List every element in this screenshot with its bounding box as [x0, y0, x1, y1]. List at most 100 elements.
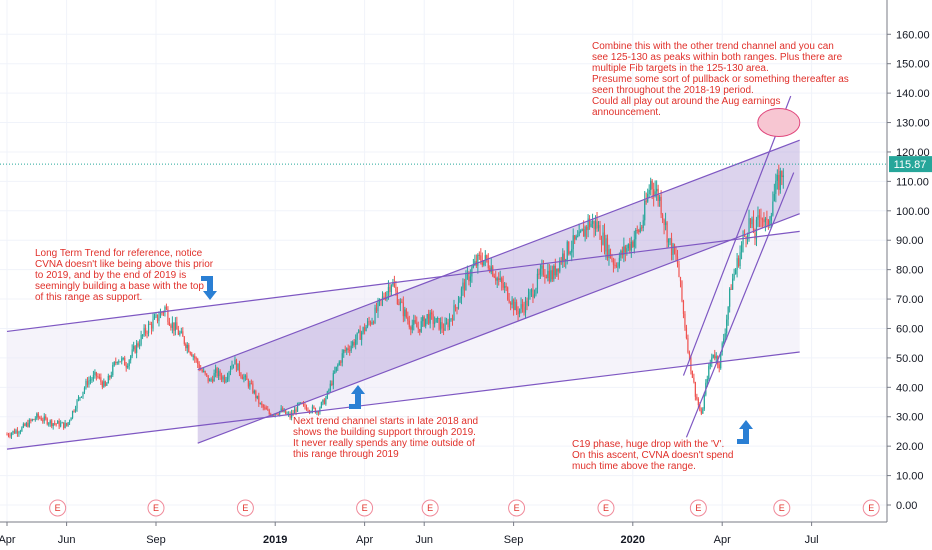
candle-body-169 — [258, 395, 260, 404]
candle-body-144 — [220, 376, 223, 380]
candle-body-273 — [413, 320, 415, 325]
candle-body-295 — [445, 322, 448, 324]
candle-body-163 — [249, 383, 251, 387]
candle-body-418 — [629, 244, 631, 251]
candle-body-239 — [362, 327, 364, 333]
annotation-c19-line-1: On this ascent, CVNA doesn't spend — [572, 450, 733, 461]
candle-body-75 — [118, 361, 120, 363]
candle-body-462 — [694, 382, 696, 397]
candle-body-302 — [456, 307, 458, 309]
candle-body-145 — [222, 376, 224, 380]
candle-body-212 — [322, 399, 324, 403]
candle-body-176 — [268, 410, 270, 415]
candle-body-194 — [295, 409, 297, 412]
candle-body-93 — [144, 327, 147, 333]
candle-body-435 — [654, 191, 656, 196]
candle-body-330 — [498, 278, 500, 281]
annotation-next-trend: Next trend channel starts in late 2018 a… — [293, 416, 478, 460]
candle-body-70 — [110, 375, 112, 378]
annotation-combine-line-2: multiple Fib targets in the 125-130 area… — [592, 63, 769, 74]
candle-body-517 — [776, 174, 778, 181]
candle-body-269 — [407, 317, 409, 321]
candle-body-503 — [755, 219, 758, 239]
candle-body-264 — [399, 301, 401, 305]
candle-body-433 — [651, 180, 653, 190]
candle-body-38 — [63, 422, 65, 428]
earnings-marker-6 — [597, 499, 615, 517]
candle-body-108 — [167, 309, 169, 322]
candle-body-271 — [410, 327, 412, 330]
candle-body-174 — [265, 407, 267, 410]
candle-body-380 — [572, 235, 574, 250]
candle-body-256 — [387, 287, 390, 293]
candle-body-393 — [591, 220, 594, 224]
candle-body-500 — [751, 218, 753, 225]
candle-body-432 — [650, 180, 652, 191]
candle-body-44 — [71, 410, 74, 418]
candle-body-310 — [468, 272, 470, 282]
candle-body-201 — [305, 407, 308, 411]
candle-body-102 — [158, 317, 160, 322]
candle-body-63 — [100, 377, 102, 382]
candle-body-233 — [353, 341, 355, 346]
candle-body-407 — [612, 260, 615, 265]
candle-body-112 — [173, 322, 175, 331]
candle-body-104 — [161, 312, 163, 314]
candle-body-224 — [340, 361, 342, 363]
candle-body-128 — [197, 359, 199, 365]
candle-body-519 — [779, 171, 781, 190]
candle-body-46 — [74, 408, 77, 412]
candle-body-376 — [566, 241, 568, 260]
candle-body-318 — [480, 255, 482, 261]
candle-body-492 — [739, 252, 741, 267]
candle-body-501 — [752, 218, 755, 233]
candle-body-353 — [532, 289, 534, 298]
candle-body-489 — [735, 269, 737, 275]
candle-body-434 — [653, 189, 655, 196]
candle-body-411 — [618, 257, 620, 267]
candle-body-74 — [116, 362, 118, 364]
candle-body-337 — [508, 299, 510, 303]
candle-body-122 — [188, 345, 190, 353]
y-tick-label-2: 20.00 — [896, 441, 924, 453]
candle-body-19 — [34, 418, 36, 420]
candle-body-257 — [389, 287, 391, 292]
candle-body-229 — [347, 348, 349, 350]
candle-body-332 — [501, 278, 503, 284]
candle-body-0 — [6, 434, 8, 436]
candle-body-139 — [213, 372, 215, 382]
candle-body-365 — [550, 270, 552, 282]
candle-body-506 — [760, 217, 762, 219]
candle-body-64 — [101, 381, 103, 388]
candle-body-513 — [770, 215, 772, 221]
candle-body-453 — [681, 281, 683, 301]
candle-body-79 — [124, 357, 126, 366]
candle-body-87 — [136, 343, 138, 353]
candle-body-28 — [48, 423, 50, 425]
candle-body-159 — [243, 376, 245, 380]
candle-body-354 — [533, 294, 536, 298]
candle-body-72 — [113, 362, 115, 366]
candle-body-312 — [471, 267, 473, 277]
candle-body-221 — [335, 366, 337, 371]
channel-fills — [0, 0, 887, 522]
candle-body-509 — [764, 218, 767, 223]
candle-body-451 — [678, 263, 680, 278]
candle-body-202 — [307, 410, 309, 412]
candle-body-369 — [556, 268, 558, 276]
candle-body-394 — [593, 220, 595, 230]
last-price-label: 115.87 — [894, 159, 927, 171]
candle-body-300 — [453, 305, 455, 321]
candle-body-287 — [434, 322, 436, 324]
candle-body-421 — [633, 239, 635, 247]
candle-body-456 — [685, 327, 688, 339]
candle-body-429 — [645, 200, 647, 202]
candle-body-67 — [106, 383, 108, 386]
candle-body-65 — [103, 381, 105, 388]
candle-body-85 — [133, 346, 135, 350]
earnings-marker-2 — [236, 499, 254, 517]
candle-body-292 — [441, 322, 443, 329]
candle-body-123 — [189, 352, 191, 354]
candle-body-417 — [627, 244, 629, 249]
